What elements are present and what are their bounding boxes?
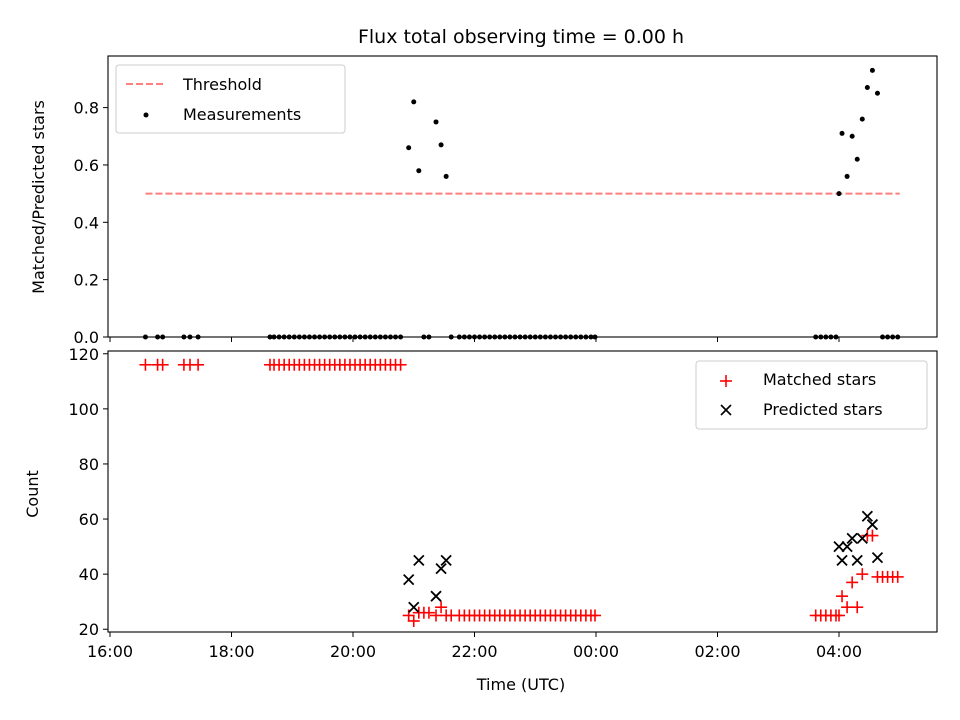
- matched-stars-point: [846, 576, 859, 589]
- legend-measurements-label: Measurements: [183, 105, 301, 124]
- predicted-stars-point: [413, 554, 425, 567]
- bottom-panel: Count 20 40 60 80 100 120 16:00 18:00 20:00 22:0…: [23, 345, 938, 694]
- matched-stars-point: [394, 358, 407, 371]
- matched-stars-point: [841, 601, 854, 614]
- matched-stars-point: [891, 570, 904, 583]
- measurements-point: [844, 173, 850, 179]
- measurements-point: [416, 168, 422, 174]
- matched-stars-point: [407, 614, 420, 627]
- measurements-point: [839, 130, 845, 136]
- predicted-stars-point: [866, 518, 879, 531]
- top-y-ticks: 0.0 0.2 0.4 0.6 0.8: [74, 99, 108, 347]
- predicted-stars-point: [403, 574, 415, 586]
- matched-stars-point: [836, 590, 849, 603]
- bottom-y-axis-label: Count: [23, 470, 42, 518]
- matched-stars-point: [851, 601, 864, 614]
- top-y-tick-label: 0.8: [74, 99, 99, 118]
- bottom-legend: Matched stars Predicted stars: [695, 360, 928, 430]
- top-legend: Threshold Measurements: [115, 64, 346, 134]
- bottom-y-tick-label: 80: [79, 455, 99, 474]
- x-tick-label: 00:00: [573, 642, 619, 661]
- predicted-stars-point: [430, 590, 442, 602]
- x-tick-label: 02:00: [694, 642, 740, 661]
- legend-threshold-label: Threshold: [182, 75, 262, 94]
- predicted-stars-point: [408, 601, 420, 613]
- x-tick-label: 16:00: [87, 642, 133, 661]
- x-ticks: 16:00 18:00 20:00 22:00 00:00 02:00 04:00: [87, 642, 862, 661]
- predicted-stars-point: [861, 510, 873, 522]
- bottom-y-ticks: 20 40 60 80 100 120: [68, 345, 108, 639]
- matched-stars-point: [866, 529, 879, 542]
- measurements-point: [836, 191, 842, 197]
- matched-stars-point: [435, 601, 448, 614]
- matched-stars-point: [856, 568, 869, 581]
- matched-stars-point: [139, 358, 152, 371]
- x-tick-label: 22:00: [451, 642, 497, 661]
- predicted-stars-point: [871, 551, 884, 564]
- bottom-y-tick-label: 40: [79, 565, 99, 584]
- legend-predicted-swatch: [720, 404, 732, 416]
- measurements-point: [859, 116, 865, 122]
- measurements-point: [438, 142, 444, 148]
- bottom-y-tick-label: 20: [79, 620, 99, 639]
- predicted-stars-point: [841, 540, 853, 553]
- x-tick-label: 20:00: [330, 642, 376, 661]
- legend-matched-swatch: [720, 375, 732, 387]
- top-y-tick-label: 0.4: [74, 213, 99, 232]
- top-y-tick-label: 0.2: [74, 271, 99, 290]
- top-y-axis-label: Matched/Predicted stars: [29, 100, 48, 294]
- x-tick-label: 04:00: [816, 642, 862, 661]
- predicted-stars-point: [851, 554, 863, 567]
- measurements-point: [854, 156, 860, 162]
- predicted-stars-point: [836, 554, 848, 567]
- matched-stars-point: [192, 358, 205, 371]
- bottom-y-tick-label: 60: [79, 510, 99, 529]
- predicted-stars-point: [846, 532, 858, 544]
- bottom-plot-frame: [107, 350, 938, 633]
- measurements-point: [869, 67, 875, 73]
- legend-measurements-swatch: [143, 112, 149, 118]
- bottom-y-tick-label: 100: [68, 400, 99, 419]
- measurements-point: [864, 85, 870, 91]
- measurements-point: [433, 119, 439, 125]
- measurements-point: [443, 173, 449, 179]
- top-legend-box: [115, 64, 346, 134]
- matched-stars-point: [588, 609, 601, 622]
- predicted-stars-point: [833, 540, 845, 553]
- matched-stars-point: [156, 358, 169, 371]
- bottom-legend-box: [695, 360, 928, 430]
- top-y-tick-label: 0.0: [74, 328, 99, 347]
- measurements-point: [411, 99, 417, 105]
- legend-matched-label: Matched stars: [763, 370, 876, 389]
- chart-title: Flux total observing time = 0.00 h: [358, 26, 684, 48]
- predicted-stars-point: [440, 554, 452, 567]
- matched-stars-point: [430, 609, 443, 622]
- top-y-tick-label: 0.6: [74, 156, 99, 175]
- top-panel: Matched/Predicted stars 0.00.20.40.60.8 …: [29, 55, 938, 347]
- bottom-y-tick-label: 120: [68, 345, 99, 364]
- predicted-stars-point: [856, 532, 868, 544]
- legend-predicted-label: Predicted stars: [763, 400, 883, 419]
- x-axis-label: Time (UTC): [476, 675, 565, 694]
- matched-stars-point: [833, 609, 845, 622]
- matched-stars-point: [422, 606, 435, 619]
- measurements-point: [874, 90, 880, 96]
- measurements-point: [849, 133, 855, 139]
- top-plot-marks: [109, 67, 901, 342]
- bottom-plot-marks: [109, 358, 904, 637]
- measurements-point: [406, 145, 412, 151]
- x-tick-label: 18:00: [208, 642, 254, 661]
- predicted-stars-point: [435, 563, 447, 575]
- top-plot-frame: [107, 55, 938, 338]
